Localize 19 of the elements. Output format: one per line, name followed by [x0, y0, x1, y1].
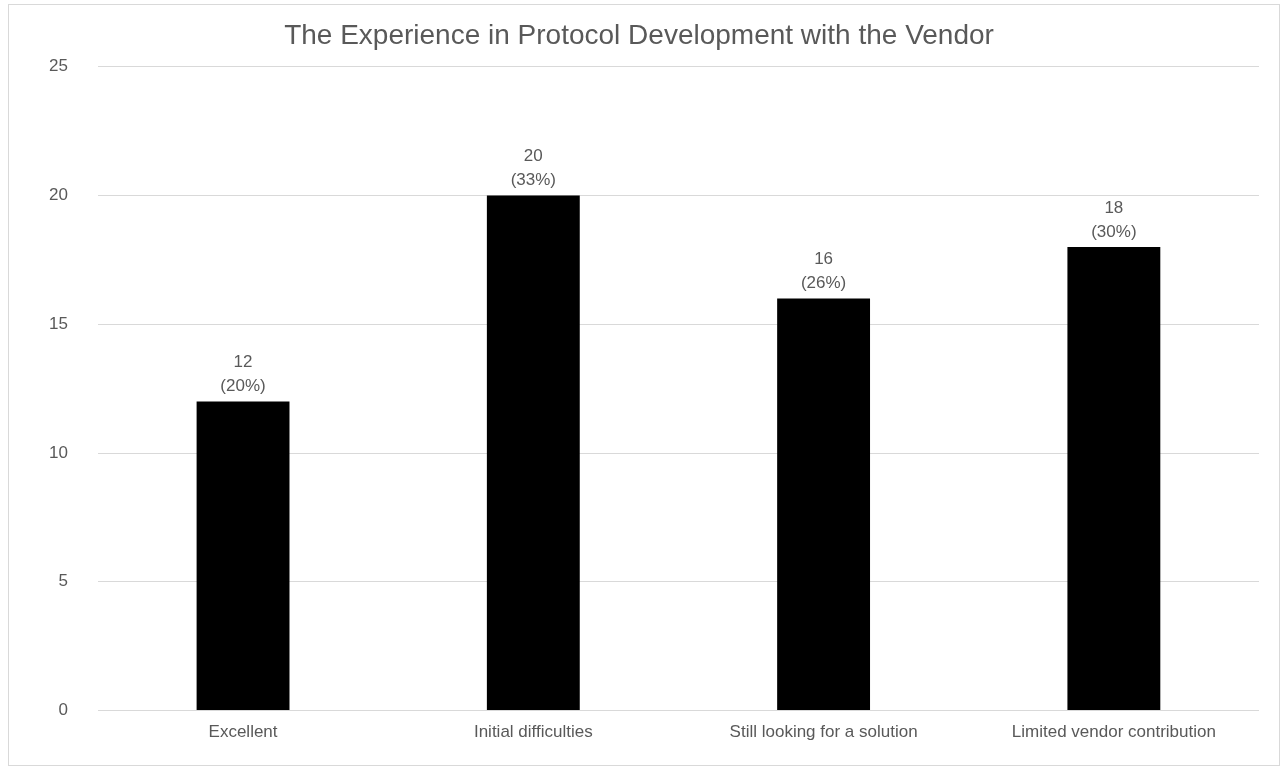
data-label: 20 (33%) — [510, 146, 556, 190]
bar — [486, 195, 580, 711]
y-tick-label: 10 — [48, 442, 68, 462]
y-tick-label: 25 — [48, 56, 68, 76]
y-tick-label: 0 — [58, 700, 68, 720]
x-tick-label: Limited vendor contribution — [1011, 722, 1216, 742]
y-tick-label: 15 — [48, 313, 68, 333]
y-tick-label: 20 — [48, 185, 68, 205]
y-tick-label: 5 — [58, 571, 68, 591]
data-label: 12 (20%) — [220, 352, 266, 396]
chart-title: The Experience in Protocol Development with the Vendor — [284, 18, 994, 50]
bar — [196, 401, 290, 711]
x-tick-label: Excellent — [208, 722, 278, 742]
bar — [1067, 246, 1161, 711]
x-tick-label: Still looking for a solution — [729, 722, 918, 742]
data-label: 18 (30%) — [1091, 197, 1137, 241]
bar — [777, 298, 871, 711]
x-tick-label: Initial difficulties — [473, 722, 593, 742]
data-label: 16 (26%) — [800, 249, 847, 293]
